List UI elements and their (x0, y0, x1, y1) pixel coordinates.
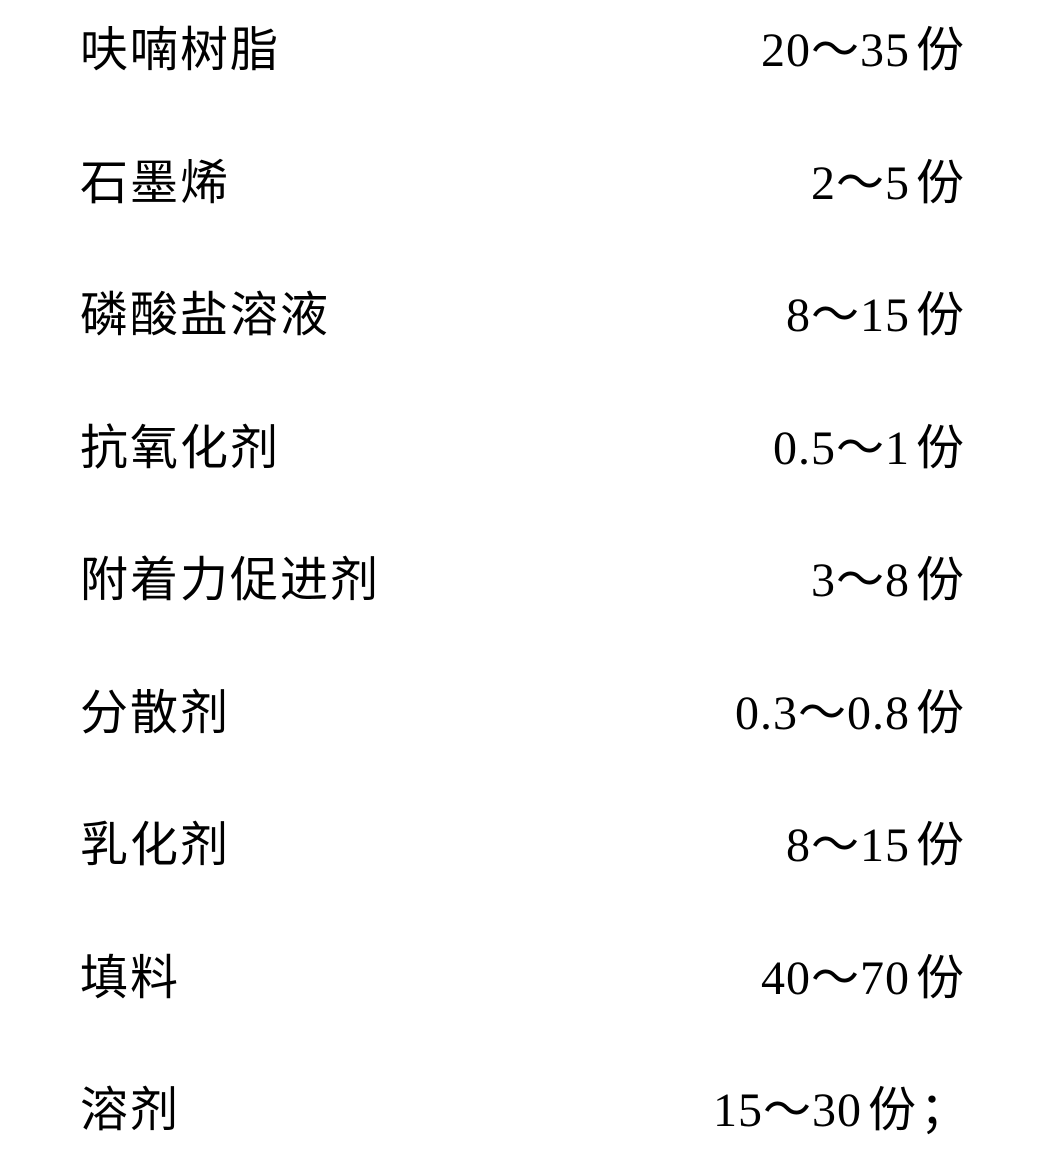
ingredient-value: 8～15份 (786, 275, 968, 345)
unit-text: 份 (916, 554, 964, 607)
unit-text: 份 (868, 1084, 916, 1137)
ingredient-label: 磷酸盐溶液 (80, 275, 330, 345)
unit-text: 份 (916, 157, 964, 210)
ingredient-label: 乳化剂 (80, 805, 230, 875)
range-number: 15～30 (713, 1084, 862, 1137)
range-number: 40～70 (761, 952, 910, 1005)
table-row: 石墨烯 2～5份 (80, 143, 968, 213)
ingredient-value: 3～8份 (811, 540, 968, 610)
ingredient-value: 8～15份 (786, 805, 968, 875)
table-row: 抗氧化剂 0.5～1份 (80, 408, 968, 478)
unit-text: 份 (916, 952, 964, 1005)
suffix-text: ； (920, 1084, 968, 1137)
ingredient-label: 抗氧化剂 (80, 408, 280, 478)
unit-text: 份 (916, 687, 964, 740)
unit-text: 份 (916, 819, 964, 872)
ingredient-value: 2～5份 (811, 143, 968, 213)
range-number: 8～15 (786, 819, 910, 872)
table-row: 溶剂 15～30份； (80, 1070, 968, 1140)
range-number: 0.3～0.8 (735, 687, 910, 740)
ingredient-label: 附着力促进剂 (80, 540, 380, 610)
ingredient-value: 20～35份 (761, 10, 968, 80)
ingredient-value: 15～30份； (713, 1070, 968, 1140)
range-number: 0.5～1 (773, 422, 910, 475)
table-row: 磷酸盐溶液 8～15份 (80, 275, 968, 345)
ingredient-list: 呋喃树脂 20～35份 石墨烯 2～5份 磷酸盐溶液 8～15份 抗氧化剂 0.… (0, 0, 1038, 1150)
ingredient-label: 石墨烯 (80, 143, 230, 213)
ingredient-value: 40～70份 (761, 938, 968, 1008)
unit-text: 份 (916, 24, 964, 77)
table-row: 附着力促进剂 3～8份 (80, 540, 968, 610)
range-number: 8～15 (786, 289, 910, 342)
ingredient-label: 分散剂 (80, 673, 230, 743)
ingredient-value: 0.5～1份 (773, 408, 968, 478)
ingredient-label: 呋喃树脂 (80, 10, 280, 80)
table-row: 呋喃树脂 20～35份 (80, 10, 968, 80)
range-number: 20～35 (761, 24, 910, 77)
table-row: 填料 40～70份 (80, 938, 968, 1008)
ingredient-label: 填料 (80, 938, 180, 1008)
unit-text: 份 (916, 289, 964, 342)
range-number: 2～5 (811, 157, 910, 210)
unit-text: 份 (916, 422, 964, 475)
table-row: 分散剂 0.3～0.8份 (80, 673, 968, 743)
ingredient-value: 0.3～0.8份 (735, 673, 968, 743)
table-row: 乳化剂 8～15份 (80, 805, 968, 875)
range-number: 3～8 (811, 554, 910, 607)
ingredient-label: 溶剂 (80, 1070, 180, 1140)
